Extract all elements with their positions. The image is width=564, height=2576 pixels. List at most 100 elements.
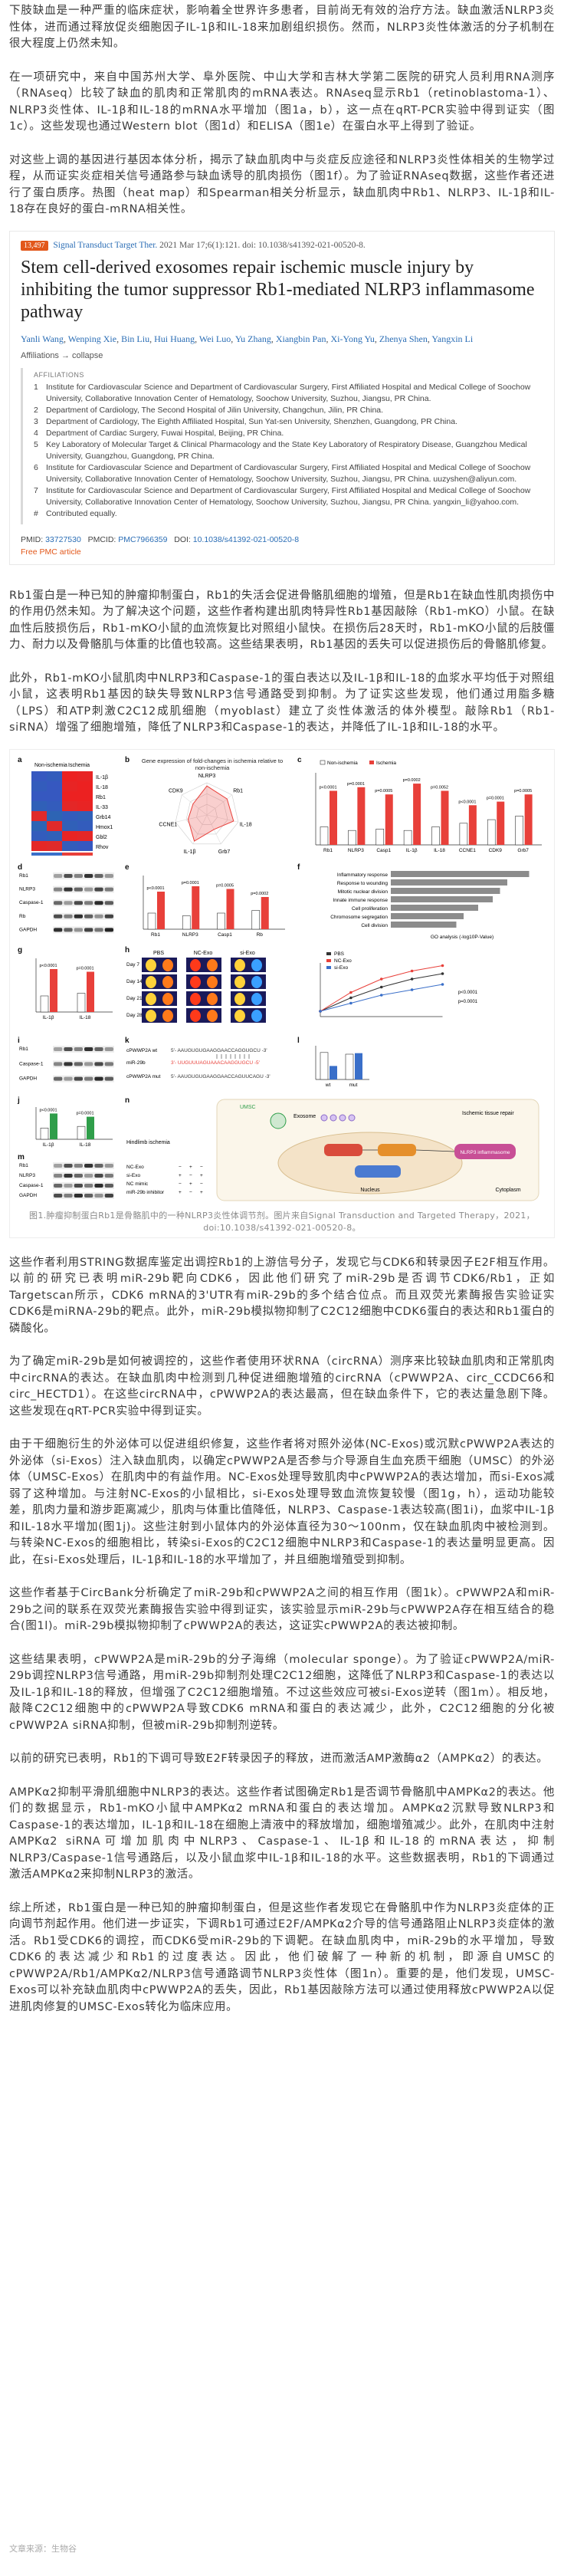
heatmap-header: Ischemia (68, 763, 90, 768)
bar-category-label: IL-1β (406, 848, 418, 853)
heatmap-cell (77, 840, 93, 851)
doppler-blob (207, 1009, 218, 1022)
doppler-blob (146, 958, 156, 971)
panel-label-b: b (125, 755, 130, 764)
radar-axis (192, 814, 208, 844)
panel-label-k: k (125, 1036, 130, 1045)
bar-treated (87, 971, 94, 1012)
doppler-svg: PBS NC-Exo si-Exo Day 7 Day 14 Day 21 Day 28 (126, 951, 266, 1023)
author-link[interactable]: Hui Huang (154, 333, 195, 344)
bar-category-label: mut (349, 1083, 358, 1088)
legend-swatch (326, 951, 331, 955)
radar-gene-label: Rb1 (233, 788, 243, 794)
blot-row-label: Rb1 (19, 1163, 28, 1168)
blot-band (64, 1173, 73, 1178)
bar-control (320, 826, 329, 845)
bar-control (487, 819, 496, 845)
bar-treated (355, 1053, 362, 1079)
legend-swatch (320, 760, 326, 764)
blot-band (54, 1061, 63, 1066)
author-link[interactable]: Yu Zhang (234, 333, 271, 344)
heatmap-cell (47, 790, 62, 801)
doppler-blob (251, 1009, 262, 1022)
go-bar (391, 921, 457, 928)
blot-band (104, 1173, 113, 1178)
paragraph-go-analysis: 对这些上调的基因进行基因本体分析，揭示了缺血肌肉中与炎症反应途径和NLRP3炎性… (9, 153, 555, 216)
affiliations-toggle[interactable]: Affiliations → collapse (21, 350, 103, 360)
free-article-link[interactable]: Free PMC article (21, 547, 81, 557)
panel-label-c: c (297, 755, 302, 764)
author-link[interactable]: Wei Luo (198, 333, 231, 344)
journal-link[interactable]: Signal Transduct Target Ther. (53, 240, 158, 250)
panel-g-plasma: g IL-1β p<0.0001 IL-18 p=0.0001 (18, 946, 117, 1024)
bar-stat-label: p=0.0001 (76, 966, 93, 971)
author-link[interactable]: Zhenya Shen (379, 333, 428, 344)
bar-control (77, 992, 86, 1012)
schematic-svg: Nucleus Cytoplasm UMSC Exosome Hindlimb isch… (126, 1099, 539, 1201)
blot-row-label: Rb1 (19, 1046, 28, 1052)
go-term-label: Mitotic nuclear division (338, 889, 389, 895)
panel-label-a: a (18, 755, 22, 764)
nucleus-outline (277, 1132, 463, 1194)
panel-j-plasma: j IL-1β p<0.0001 IL-18 p=0.0001 (18, 1096, 117, 1152)
affiliations-box: AFFILIATIONS 1 Institute for Cardiovascul… (21, 367, 543, 524)
author-link[interactable]: Yanli Wang (21, 333, 64, 344)
pmcid-link[interactable]: PMC7966359 (118, 534, 168, 544)
affiliation-item: 7 Institute for Cardiovascular Science an… (34, 485, 543, 508)
author-separator: , (326, 333, 331, 344)
author-link[interactable]: Xi-Yong Yu (330, 333, 375, 344)
heatmap-cell (31, 830, 47, 841)
identifier-line: PMID: 33727530 PMCID: PMC7966359 DOI: 10… (21, 535, 543, 544)
author-link[interactable]: Xiangbin Pan (275, 333, 326, 344)
table-cell: + (189, 1181, 192, 1187)
exosome-vesicle (348, 1114, 356, 1121)
panel-f-go: f Inflammatory response Response to wound… (297, 863, 546, 941)
bar-category-label: NLRP3 (182, 932, 198, 938)
perfusion-point (349, 991, 352, 994)
panel-label-j: j (18, 1096, 20, 1105)
blot-band (74, 1046, 83, 1051)
bar-treated (385, 794, 393, 845)
exosome-label: Exosome (293, 1114, 316, 1119)
bar-control (348, 830, 356, 845)
radar-axis (206, 794, 233, 815)
doi-link[interactable]: 10.1038/s41392-021-00520-8 (192, 534, 300, 544)
affiliation-number: 3 (34, 416, 38, 426)
bar-svg-g: IL-1β p<0.0001 IL-18 p=0.0001 (35, 958, 113, 1020)
panel-label-f: f (297, 863, 300, 872)
author-link[interactable]: Yangxin Li (431, 333, 474, 344)
pmid-link[interactable]: 33727530 (45, 534, 81, 544)
go-bar (391, 912, 464, 919)
doppler-time-label: Day 14 (126, 979, 143, 984)
bar-svg-c: Rb1 p<0.0001 NLRP3 p=0.0001 Casp1 p=0.0005 IL-… (315, 760, 542, 853)
affiliation-item: 2 Department of Cardiology, The Second Ho… (34, 405, 543, 416)
bar-category-label: IL-1β (43, 1015, 54, 1020)
heatmap-cell (47, 830, 62, 841)
affiliation-item: # Contributed equally. (34, 508, 543, 520)
blot-band (54, 927, 63, 932)
bar-treated (192, 886, 200, 929)
blot-band (94, 1076, 103, 1081)
doppler-group-label: NC-Exo (194, 951, 213, 956)
doppler-blob (190, 992, 201, 1005)
affiliation-number: 5 (34, 439, 38, 449)
pathway-arrow (415, 1149, 455, 1152)
blot-band (64, 1193, 73, 1198)
affiliation-item: 1 Institute for Cardiovascular Science an… (34, 382, 543, 405)
author-separator: , (271, 333, 276, 344)
author-link[interactable]: Bin Liu (121, 333, 150, 344)
bar-stat-label: p=0.0052 (431, 785, 448, 790)
sequence-label: cPWWP2A wt (126, 1048, 157, 1053)
author-link[interactable]: Wenping Xie (67, 333, 117, 344)
bar-stat-label: p<0.0001 (39, 964, 57, 968)
doppler-blob (190, 1009, 201, 1022)
blot-band (84, 1193, 93, 1198)
radar-gene-label: NLRP3 (198, 774, 216, 779)
affiliation-text: Contributed equally. (46, 508, 117, 518)
author-separator: , (63, 333, 68, 344)
heatmap-cell (62, 770, 77, 781)
blot-band (74, 927, 83, 932)
perfusion-point (379, 993, 383, 997)
blot-band (94, 1061, 103, 1066)
